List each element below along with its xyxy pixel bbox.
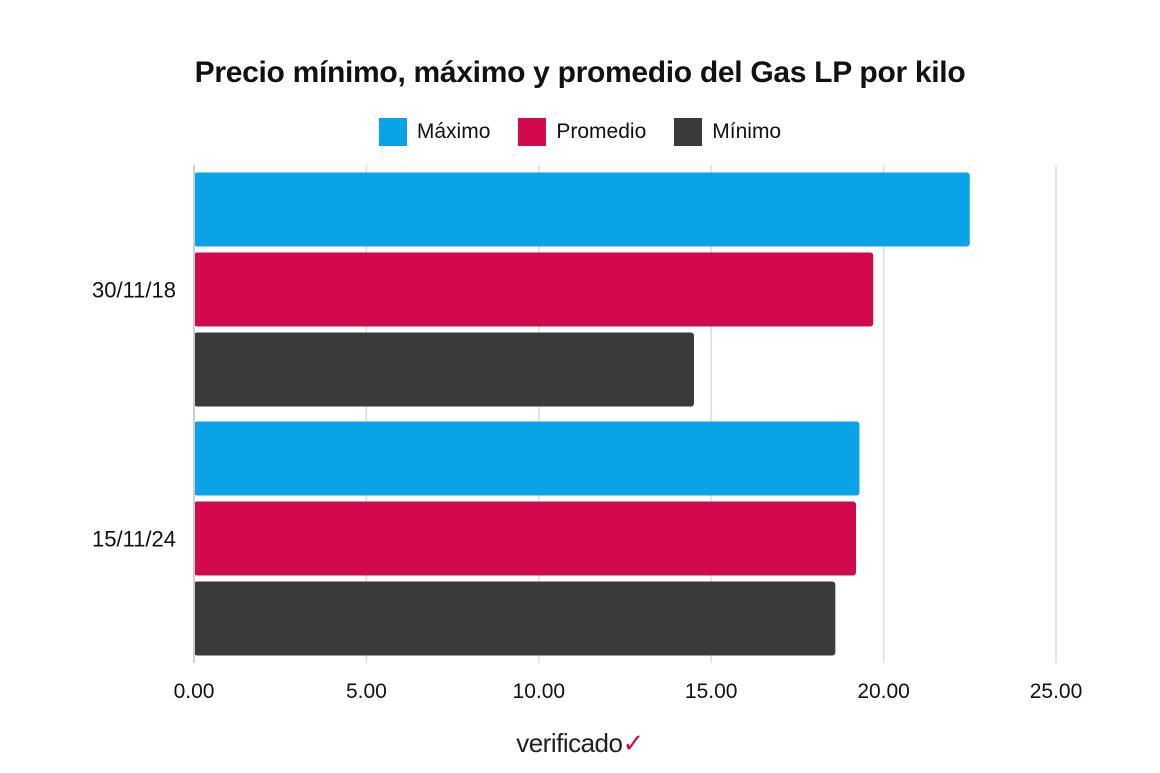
legend-item-promedio: Promedio [518,118,646,146]
bar-maximo-1 [194,421,860,496]
x-tick-label-4: 20.00 [857,680,910,703]
chart-legend: Máximo Promedio Mínimo [0,118,1160,146]
legend-swatch-maximo [378,118,407,146]
x-tick-label-1: 5.00 [346,680,387,703]
bar-promedio-0 [194,252,874,327]
legend-item-maximo: Máximo [378,118,491,146]
bar-minimo-1 [194,581,836,656]
verificado-logo: verificado✓ [0,728,1160,759]
legend-label-maximo: Máximo [416,120,491,143]
bar-layer [194,172,970,656]
legend-item-minimo: Mínimo [674,118,781,146]
y-category-label-0: 30/11/18 [92,278,176,303]
bar-promedio-1 [194,501,857,576]
logo-text: verificado [516,728,623,758]
x-tick-label-5: 25.00 [1030,680,1083,703]
axis-layer: 0.00 5.00 10.00 15.00 20.00 25.00 30/11/18 15/1… [92,165,1082,703]
legend-label-minimo: Mínimo [712,120,782,143]
x-tick-label-2: 10.00 [513,680,566,703]
legend-label-promedio: Promedio [556,120,647,143]
bar-maximo-0 [194,172,970,247]
legend-swatch-minimo [674,118,703,146]
check-icon: ✓ [622,728,644,758]
x-tick-label-0: 0.00 [174,680,215,703]
x-tick-label-3: 15.00 [685,680,738,703]
legend-swatch-promedio [518,118,547,146]
bar-minimo-0 [194,332,694,407]
y-category-label-1: 15/11/24 [92,527,176,552]
grid-layer [365,165,1057,663]
chart-title: Precio mínimo, máximo y promedio del Gas… [194,56,966,89]
